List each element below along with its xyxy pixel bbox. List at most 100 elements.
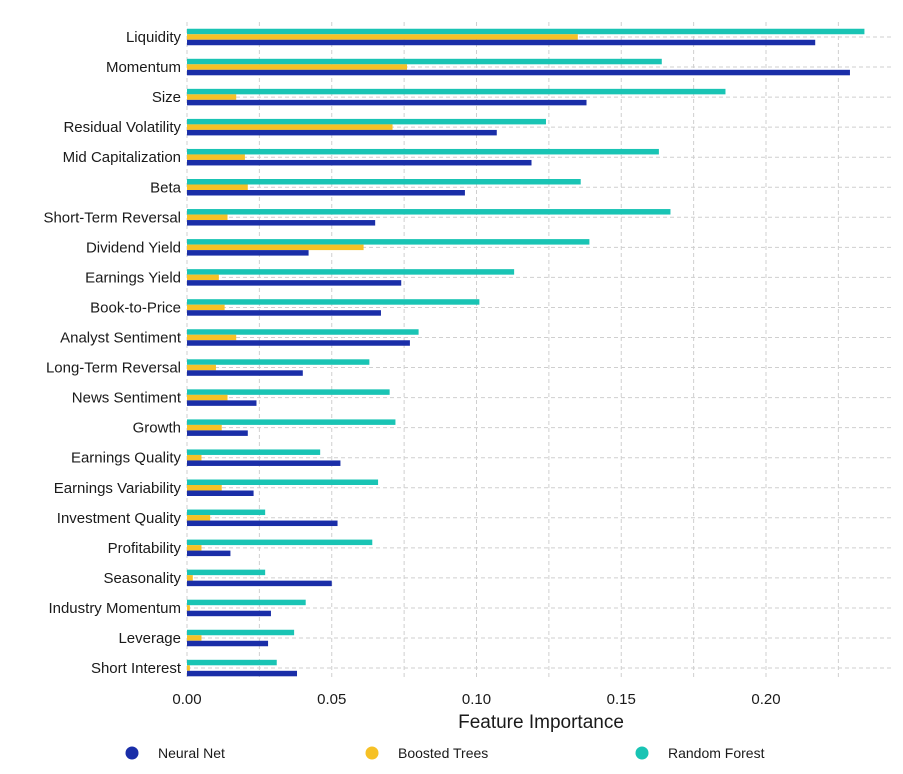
- category-label: Earnings Yield: [85, 269, 181, 286]
- bar-random-forest: [187, 509, 266, 516]
- bar-random-forest: [187, 28, 865, 35]
- category-label: Profitability: [108, 540, 182, 557]
- bar-random-forest: [187, 359, 370, 365]
- category-label: Short Interest: [91, 660, 182, 677]
- bar-random-forest: [187, 239, 590, 245]
- bar-boosted-trees: [187, 394, 228, 401]
- category-label: Earnings Variability: [54, 480, 182, 497]
- category-label: Seasonality: [103, 570, 181, 587]
- bar-neural-net: [187, 580, 332, 587]
- bar-boosted-trees: [187, 635, 202, 641]
- bar-boosted-trees: [187, 94, 237, 100]
- bar-boosted-trees: [187, 64, 408, 70]
- category-label: Leverage: [118, 630, 181, 647]
- bar-boosted-trees: [187, 34, 578, 40]
- bar-boosted-trees: [187, 124, 393, 130]
- bar-neural-net: [187, 250, 309, 256]
- bar-neural-net: [187, 670, 298, 677]
- bar-neural-net: [187, 550, 231, 557]
- bar-random-forest: [187, 148, 659, 155]
- bar-neural-net: [187, 69, 850, 76]
- bar-neural-net: [187, 640, 269, 647]
- bar-boosted-trees: [187, 575, 193, 581]
- legend-swatch: [125, 746, 139, 760]
- bar-boosted-trees: [187, 454, 202, 461]
- bar-neural-net: [187, 220, 376, 226]
- grid: [186, 22, 893, 680]
- category-label: Book-to-Price: [90, 299, 181, 316]
- bar-neural-net: [187, 159, 532, 166]
- bar-random-forest: [187, 539, 373, 546]
- category-label: News Sentiment: [72, 390, 182, 407]
- category-label: Liquidity: [126, 29, 182, 46]
- category-label: Investment Quality: [57, 510, 182, 527]
- x-axis-title: Feature Importance: [458, 712, 624, 733]
- bar-boosted-trees: [187, 244, 364, 251]
- legend: Neural Net Boosted Trees Random Forest: [125, 745, 765, 761]
- bar-random-forest: [187, 479, 379, 485]
- bar-boosted-trees: [187, 485, 222, 491]
- x-tick-label: 0.05: [317, 691, 346, 708]
- bar-boosted-trees: [187, 515, 211, 521]
- bar-random-forest: [187, 659, 277, 666]
- x-tick-label: 0.10: [462, 691, 491, 708]
- bar-boosted-trees: [187, 334, 237, 341]
- category-label: Size: [152, 89, 181, 106]
- bar-boosted-trees: [187, 545, 202, 551]
- bar-neural-net: [187, 430, 248, 436]
- bar-boosted-trees: [187, 214, 228, 221]
- category-labels: Liquidity Momentum Size Residual Volatility…: [43, 29, 181, 677]
- bar-random-forest: [187, 449, 321, 455]
- bar-neural-net: [187, 340, 410, 346]
- legend-label: Random Forest: [668, 745, 765, 761]
- bar-boosted-trees: [187, 665, 190, 671]
- legend-label: Boosted Trees: [398, 745, 488, 761]
- bar-boosted-trees: [187, 184, 248, 190]
- bar-random-forest: [187, 419, 396, 425]
- bar-random-forest: [187, 58, 662, 65]
- bar-random-forest: [187, 599, 306, 606]
- category-label: Residual Volatility: [63, 119, 181, 136]
- bar-random-forest: [187, 209, 671, 215]
- bar-random-forest: [187, 329, 419, 335]
- legend-label: Neural Net: [158, 745, 225, 761]
- x-tick-label: 0.20: [751, 691, 780, 708]
- bar-neural-net: [187, 610, 271, 617]
- bar-random-forest: [187, 179, 581, 185]
- bar-neural-net: [187, 129, 497, 136]
- bar-random-forest: [187, 88, 726, 95]
- bar-random-forest: [187, 269, 515, 275]
- bar-random-forest: [187, 389, 390, 395]
- category-label: Momentum: [106, 59, 181, 76]
- bar-boosted-trees: [187, 424, 222, 431]
- bar-neural-net: [187, 460, 341, 466]
- category-label: Growth: [133, 420, 181, 437]
- category-label: Long-Term Reversal: [46, 360, 181, 377]
- category-label: Beta: [150, 179, 182, 196]
- category-label: Analyst Sentiment: [60, 330, 182, 347]
- x-tick-label: 0.00: [172, 691, 201, 708]
- bar-random-forest: [187, 569, 266, 576]
- bar-neural-net: [187, 490, 254, 496]
- legend-swatch: [365, 746, 379, 760]
- bar-boosted-trees: [187, 274, 219, 281]
- bar-neural-net: [187, 99, 587, 106]
- bar-boosted-trees: [187, 154, 245, 160]
- bar-neural-net: [187, 190, 465, 196]
- legend-swatch: [635, 746, 649, 760]
- bar-neural-net: [187, 280, 402, 286]
- bar-random-forest: [187, 629, 295, 636]
- bar-boosted-trees: [187, 304, 225, 311]
- category-label: Dividend Yield: [86, 239, 181, 256]
- bar-boosted-trees: [187, 364, 216, 371]
- bar-neural-net: [187, 310, 381, 316]
- category-label: Mid Capitalization: [63, 149, 181, 166]
- bar-random-forest: [187, 299, 480, 305]
- bar-random-forest: [187, 118, 546, 125]
- category-label: Short-Term Reversal: [43, 209, 181, 226]
- category-label: Industry Momentum: [48, 600, 181, 617]
- x-tick-label: 0.15: [607, 691, 636, 708]
- bar-neural-net: [187, 39, 816, 46]
- bar-neural-net: [187, 400, 257, 406]
